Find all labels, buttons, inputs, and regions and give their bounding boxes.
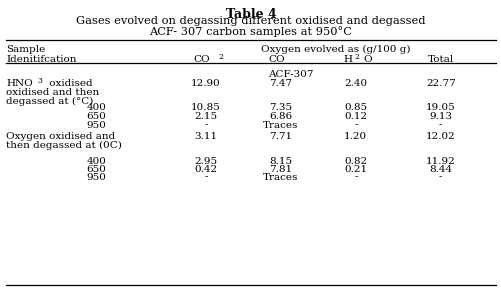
Text: -: - bbox=[204, 121, 207, 130]
Text: Gases evolved on degassing different oxidised and degassed: Gases evolved on degassing different oxi… bbox=[76, 16, 425, 27]
Text: 0.85: 0.85 bbox=[344, 103, 367, 112]
Text: 12.90: 12.90 bbox=[191, 79, 220, 88]
Text: ACF- 307 carbon samples at 950°C: ACF- 307 carbon samples at 950°C bbox=[149, 26, 352, 36]
Text: -: - bbox=[353, 121, 357, 130]
Text: 950: 950 bbox=[86, 173, 106, 182]
Text: degassed at (°C): degassed at (°C) bbox=[7, 97, 94, 106]
Text: oxidised: oxidised bbox=[46, 79, 93, 88]
Text: 22.77: 22.77 bbox=[425, 79, 455, 88]
Text: 8.15: 8.15 bbox=[269, 157, 292, 166]
Text: 0.42: 0.42 bbox=[194, 165, 217, 174]
Text: Oxygen evolved as (g/100 g): Oxygen evolved as (g/100 g) bbox=[261, 45, 410, 55]
Text: CO: CO bbox=[268, 55, 285, 64]
Text: HNO: HNO bbox=[7, 79, 33, 88]
Text: Idenitifcation: Idenitifcation bbox=[7, 55, 77, 64]
Text: O: O bbox=[363, 55, 371, 64]
Text: Traces: Traces bbox=[263, 121, 298, 130]
Text: 2: 2 bbox=[354, 53, 359, 61]
Text: 12.02: 12.02 bbox=[425, 132, 455, 141]
Text: 6.86: 6.86 bbox=[269, 112, 292, 121]
Text: 400: 400 bbox=[86, 103, 106, 112]
Text: Oxygen oxidised and: Oxygen oxidised and bbox=[7, 132, 115, 141]
Text: 0.12: 0.12 bbox=[344, 112, 367, 121]
Text: Total: Total bbox=[427, 55, 453, 64]
Text: 11.92: 11.92 bbox=[425, 157, 455, 166]
Text: Table 4: Table 4 bbox=[225, 8, 276, 21]
Text: -: - bbox=[204, 173, 207, 182]
Text: 7.47: 7.47 bbox=[269, 79, 292, 88]
Text: oxidised and then: oxidised and then bbox=[7, 88, 99, 97]
Text: 9.13: 9.13 bbox=[428, 112, 451, 121]
Text: 7.71: 7.71 bbox=[269, 132, 292, 141]
Text: 19.05: 19.05 bbox=[425, 103, 455, 112]
Text: H: H bbox=[343, 55, 352, 64]
Text: 3: 3 bbox=[38, 77, 43, 86]
Text: ACF-307: ACF-307 bbox=[268, 70, 313, 79]
Text: 0.21: 0.21 bbox=[344, 165, 367, 174]
Text: 7.81: 7.81 bbox=[269, 165, 292, 174]
Text: 7.35: 7.35 bbox=[269, 103, 292, 112]
Text: 950: 950 bbox=[86, 121, 106, 130]
Text: 2.15: 2.15 bbox=[194, 112, 217, 121]
Text: 650: 650 bbox=[86, 165, 106, 174]
Text: 3.11: 3.11 bbox=[194, 132, 217, 141]
Text: 400: 400 bbox=[86, 157, 106, 166]
Text: -: - bbox=[438, 173, 441, 182]
Text: 2.95: 2.95 bbox=[194, 157, 217, 166]
Text: 2.40: 2.40 bbox=[344, 79, 367, 88]
Text: 0.82: 0.82 bbox=[344, 157, 367, 166]
Text: 8.44: 8.44 bbox=[428, 165, 451, 174]
Text: Traces: Traces bbox=[263, 173, 298, 182]
Text: -: - bbox=[438, 121, 441, 130]
Text: 1.20: 1.20 bbox=[344, 132, 367, 141]
Text: 2: 2 bbox=[218, 53, 223, 61]
Text: -: - bbox=[353, 173, 357, 182]
Text: 650: 650 bbox=[86, 112, 106, 121]
Text: 10.85: 10.85 bbox=[191, 103, 220, 112]
Text: Sample: Sample bbox=[7, 45, 46, 54]
Text: then degassed at (0C): then degassed at (0C) bbox=[7, 141, 122, 150]
Text: CO: CO bbox=[193, 55, 210, 64]
